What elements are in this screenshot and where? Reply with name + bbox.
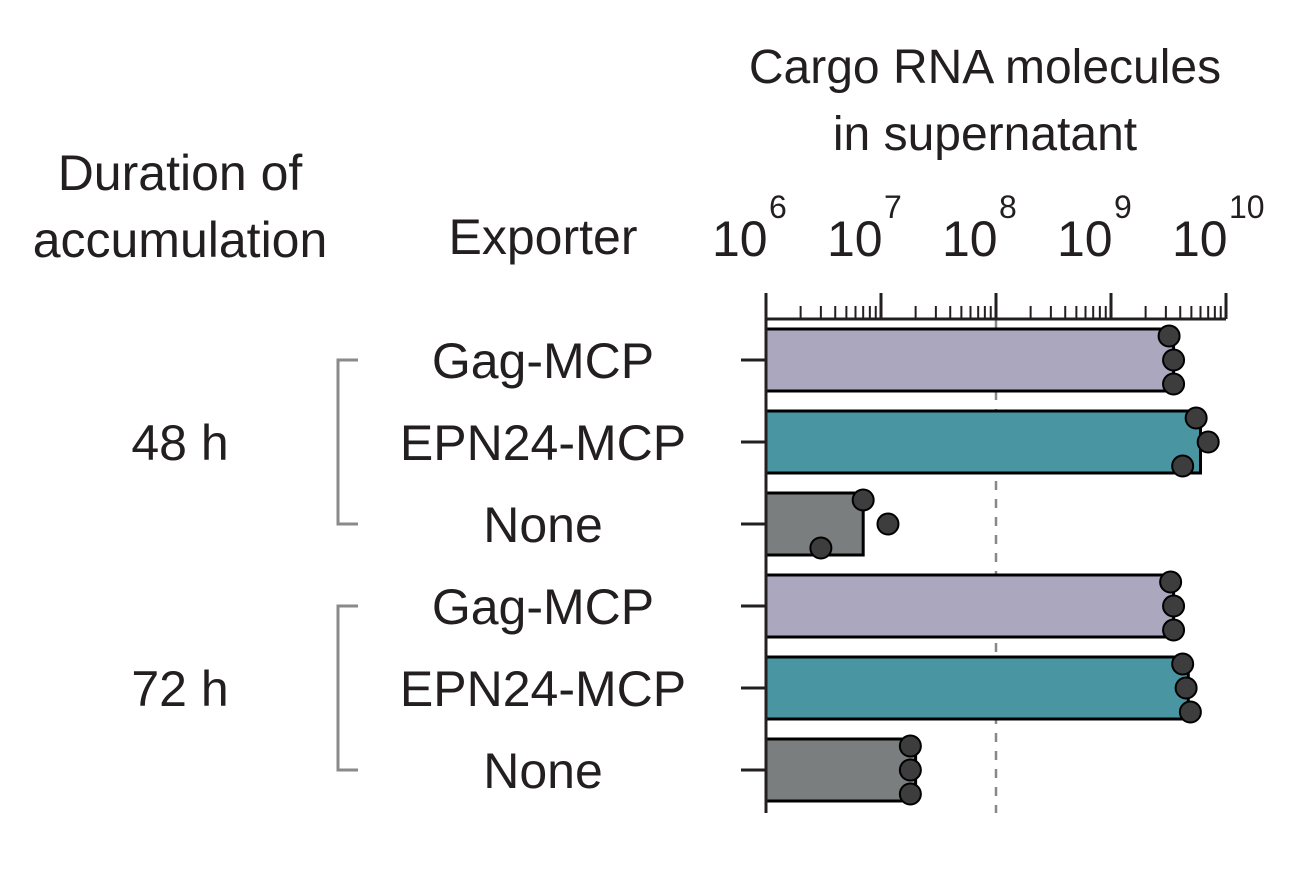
category-label: None bbox=[483, 497, 603, 553]
data-point bbox=[1162, 594, 1186, 618]
data-point bbox=[809, 536, 833, 560]
group-label: 72 h bbox=[131, 661, 228, 717]
category-label: EPN24-MCP bbox=[400, 415, 686, 471]
category-label: Gag-MCP bbox=[432, 579, 654, 635]
data-point bbox=[1184, 406, 1208, 430]
x-tick-label: 10 bbox=[1172, 211, 1228, 267]
x-tick-label: 10 bbox=[712, 211, 768, 267]
group-bracket bbox=[336, 358, 358, 526]
bar bbox=[764, 655, 1190, 721]
group-bracket bbox=[336, 604, 358, 772]
data-point bbox=[1171, 652, 1195, 676]
group-header-line-1: Duration of bbox=[58, 145, 303, 201]
category-label: Gag-MCP bbox=[432, 333, 654, 389]
data-point bbox=[898, 782, 922, 806]
data-point bbox=[1162, 618, 1186, 642]
data-point bbox=[876, 512, 900, 536]
data-point bbox=[1178, 700, 1202, 724]
chart-title-line-2: in supernatant bbox=[833, 108, 1137, 161]
x-tick-exponent: 7 bbox=[884, 189, 902, 225]
data-point bbox=[898, 734, 922, 758]
category-label: None bbox=[483, 743, 603, 799]
category-header: Exporter bbox=[449, 209, 638, 265]
x-tick-exponent: 8 bbox=[999, 189, 1017, 225]
data-point bbox=[1174, 676, 1198, 700]
bar bbox=[764, 409, 1202, 475]
data-point bbox=[1196, 430, 1220, 454]
chart-title-line-1: Cargo RNA molecules bbox=[749, 41, 1221, 94]
plot-area: 1061071081091010Gag-MCPEPN24-MCPNoneGag-… bbox=[131, 189, 1265, 813]
data-point bbox=[1171, 454, 1195, 478]
group-label: 48 h bbox=[131, 415, 228, 471]
x-tick-label: 10 bbox=[942, 211, 998, 267]
bar bbox=[764, 737, 918, 803]
data-point bbox=[898, 758, 922, 782]
data-point bbox=[1159, 570, 1183, 594]
group-header-line-2: accumulation bbox=[33, 212, 328, 268]
x-tick-exponent: 6 bbox=[769, 189, 787, 225]
data-point bbox=[1162, 348, 1186, 372]
x-tick-exponent: 10 bbox=[1229, 189, 1265, 225]
category-label: EPN24-MCP bbox=[400, 661, 686, 717]
bar bbox=[764, 573, 1176, 639]
x-tick-exponent: 9 bbox=[1114, 189, 1132, 225]
x-tick-label: 10 bbox=[827, 211, 883, 267]
data-point bbox=[1157, 324, 1181, 348]
bar bbox=[764, 327, 1176, 393]
data-point bbox=[1162, 372, 1186, 396]
data-point bbox=[851, 488, 875, 512]
x-tick-label: 10 bbox=[1057, 211, 1113, 267]
